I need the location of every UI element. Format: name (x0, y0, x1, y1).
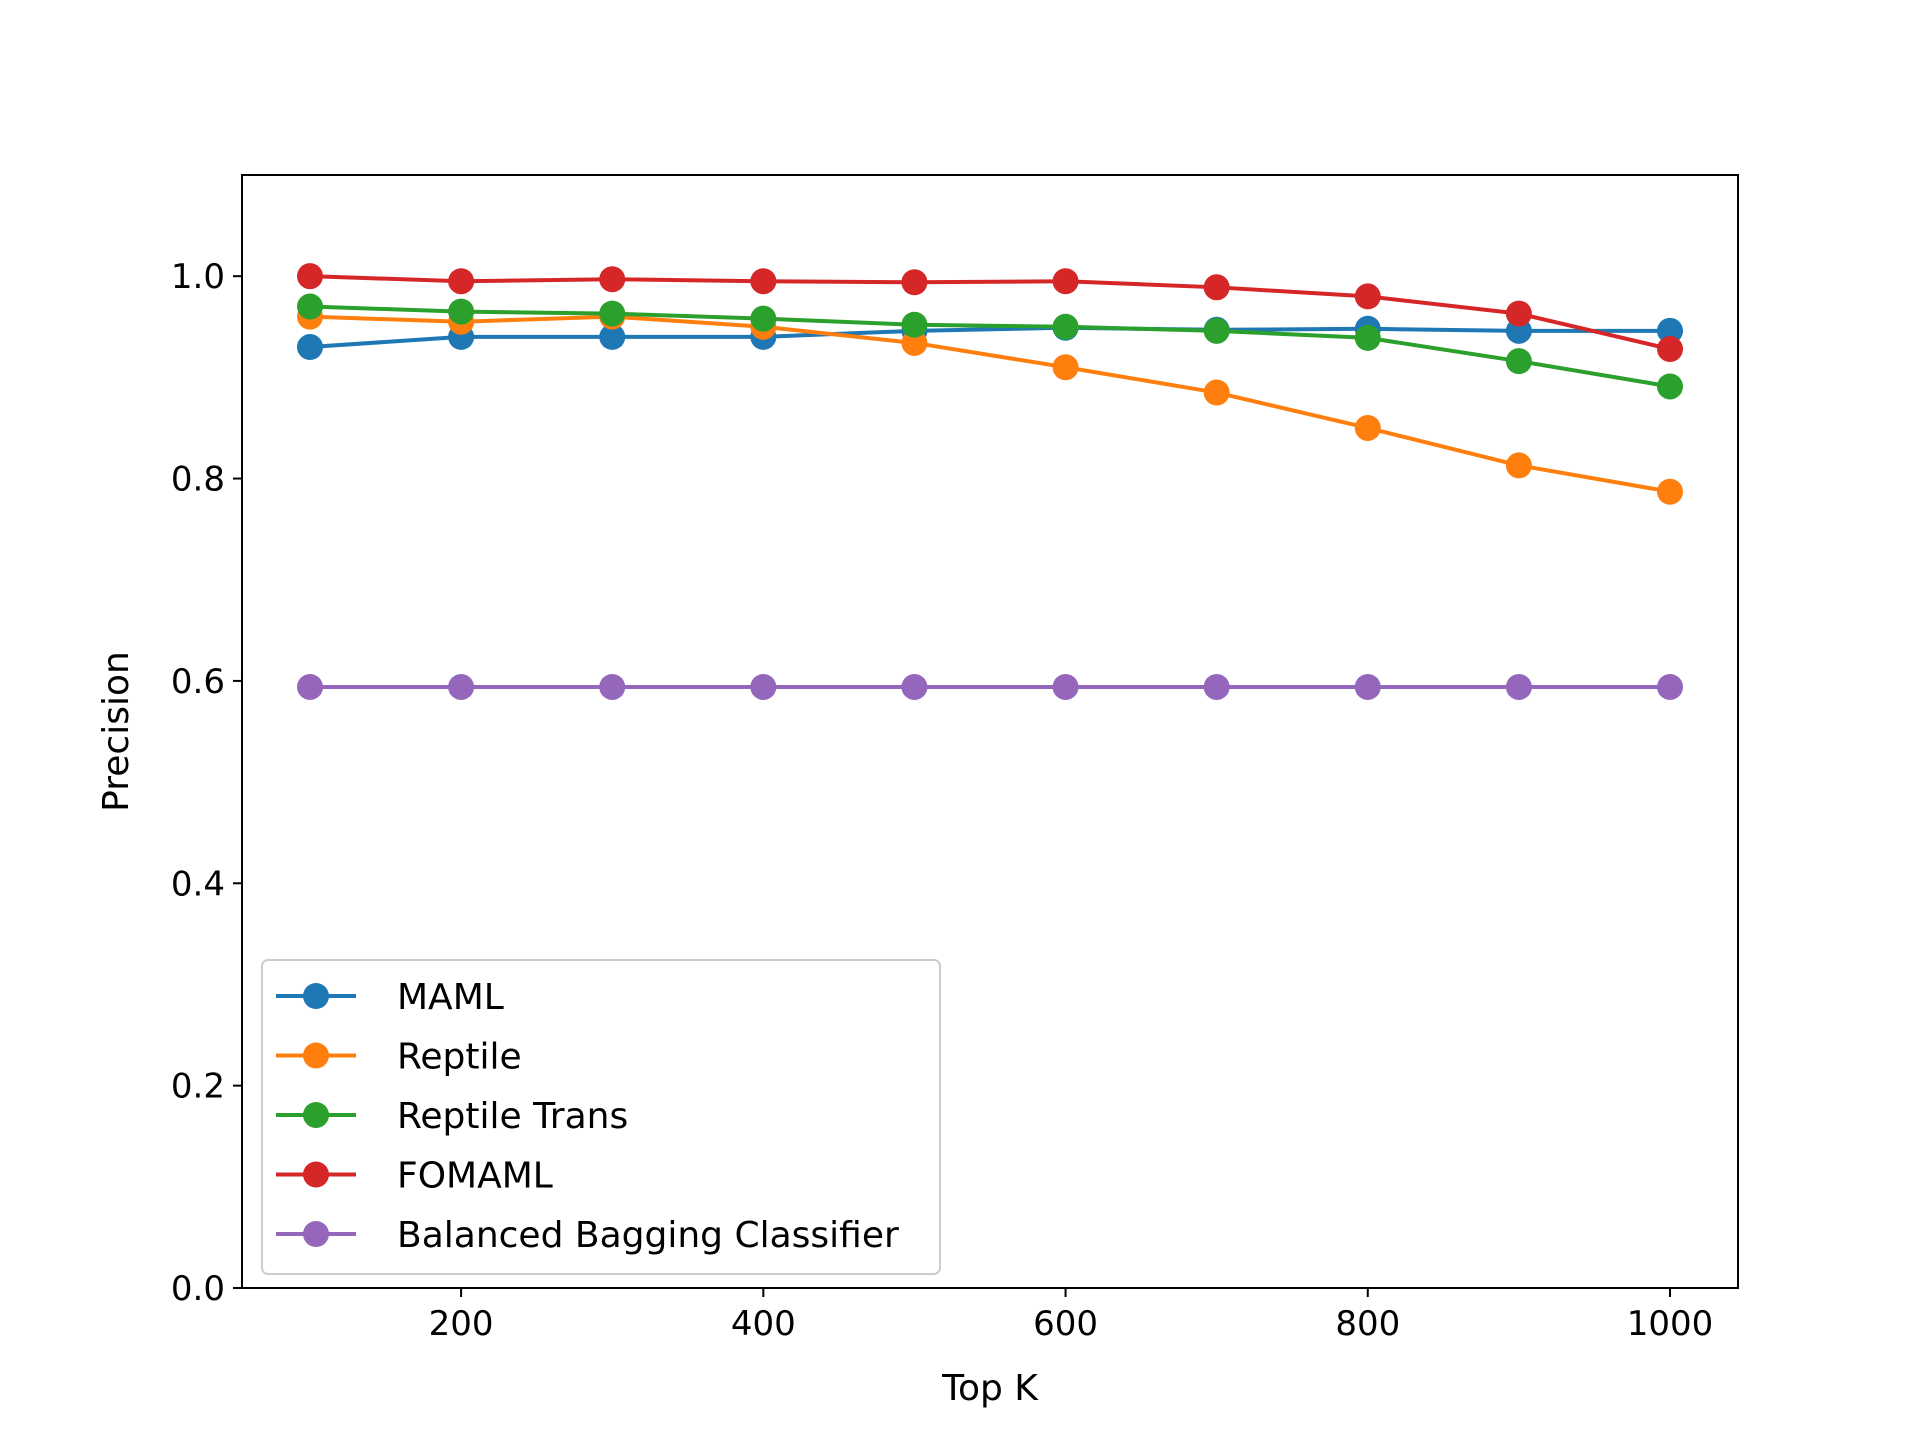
legend-marker (303, 1042, 329, 1069)
legend-marker (303, 1102, 329, 1128)
data-point (1657, 317, 1683, 344)
data-point (1354, 673, 1381, 700)
legend-label: FOMAML (397, 1156, 553, 1197)
data-point (1354, 414, 1381, 441)
data-point (1203, 274, 1230, 301)
legend-label: Reptile (397, 1037, 522, 1078)
y-axis: 0.0 0.2 0.4 0.6 0.8 1.0 (171, 257, 242, 1309)
data-point (750, 268, 777, 295)
data-point (1657, 373, 1683, 400)
y-tick-label: 0.2 (171, 1067, 225, 1107)
legend-label: Reptile Trans (397, 1096, 628, 1137)
data-point (599, 300, 626, 327)
series-line (309, 274, 1671, 351)
series-line (309, 314, 1671, 494)
x-tick-label: 1000 (1627, 1304, 1714, 1344)
data-point (901, 311, 928, 338)
legend-box (261, 959, 941, 1275)
series-fomaml (297, 263, 1683, 363)
data-point (750, 305, 777, 332)
data-point (1505, 300, 1532, 327)
data-point (1505, 348, 1532, 375)
legend-label: MAML (397, 977, 504, 1018)
legend-marker (303, 983, 329, 1009)
series-layer (297, 263, 1683, 700)
series-line (309, 325, 1670, 350)
series-reptile-trans (297, 293, 1683, 400)
data-point (1657, 478, 1683, 505)
data-point (750, 673, 777, 700)
data-point (901, 269, 928, 296)
series-balanced-bagging-classifier (297, 673, 1683, 700)
legend: MAML Reptile Reptile Trans FOMAML Balanced B… (261, 959, 941, 1275)
data-point (599, 673, 626, 700)
data-point (1657, 673, 1683, 700)
data-point (1505, 673, 1532, 700)
x-tick-label: 800 (1335, 1304, 1400, 1344)
data-point (901, 673, 928, 700)
x-axis: 200 400 600 800 1000 (429, 1288, 1714, 1344)
legend-marker (303, 1221, 329, 1247)
legend-item: MAML (276, 977, 504, 1018)
y-tick-label: 0.6 (171, 662, 225, 702)
legend-item: Reptile Trans (276, 1096, 628, 1137)
y-axis-label: Precision (96, 651, 137, 812)
data-point (297, 334, 323, 361)
data-point (1505, 452, 1532, 479)
plot-frame (241, 174, 1739, 1289)
legend-item: FOMAML (276, 1156, 553, 1197)
data-point (901, 329, 928, 356)
data-point (1203, 317, 1230, 344)
legend-marker (303, 1161, 329, 1188)
data-point (1052, 354, 1079, 381)
data-point (599, 266, 626, 293)
data-point (448, 268, 475, 295)
data-point (297, 263, 323, 290)
data-point (599, 323, 626, 350)
data-point (448, 673, 475, 700)
y-tick-label: 0.4 (171, 864, 225, 904)
x-tick-label: 400 (731, 1304, 796, 1344)
series-line (309, 304, 1671, 389)
legend-item: Balanced Bagging Classifier (276, 1215, 899, 1256)
data-point (297, 293, 323, 320)
data-point (1052, 268, 1079, 295)
data-point (1052, 673, 1079, 700)
x-axis-label: Top K (941, 1368, 1039, 1409)
data-point (1354, 324, 1381, 351)
legend-item: Reptile (276, 1037, 522, 1078)
legend-label: Balanced Bagging Classifier (397, 1215, 899, 1256)
y-tick-label: 0.0 (171, 1269, 225, 1309)
data-point (297, 673, 323, 700)
y-tick-label: 1.0 (171, 257, 225, 297)
data-point (1203, 379, 1230, 406)
data-point (1052, 313, 1079, 340)
data-point (1657, 336, 1683, 363)
x-tick-label: 600 (1033, 1304, 1098, 1344)
data-point (1203, 673, 1230, 700)
y-tick-label: 0.8 (171, 460, 225, 500)
x-tick-label: 200 (429, 1304, 494, 1344)
data-point (1354, 283, 1381, 310)
data-point (448, 298, 475, 325)
